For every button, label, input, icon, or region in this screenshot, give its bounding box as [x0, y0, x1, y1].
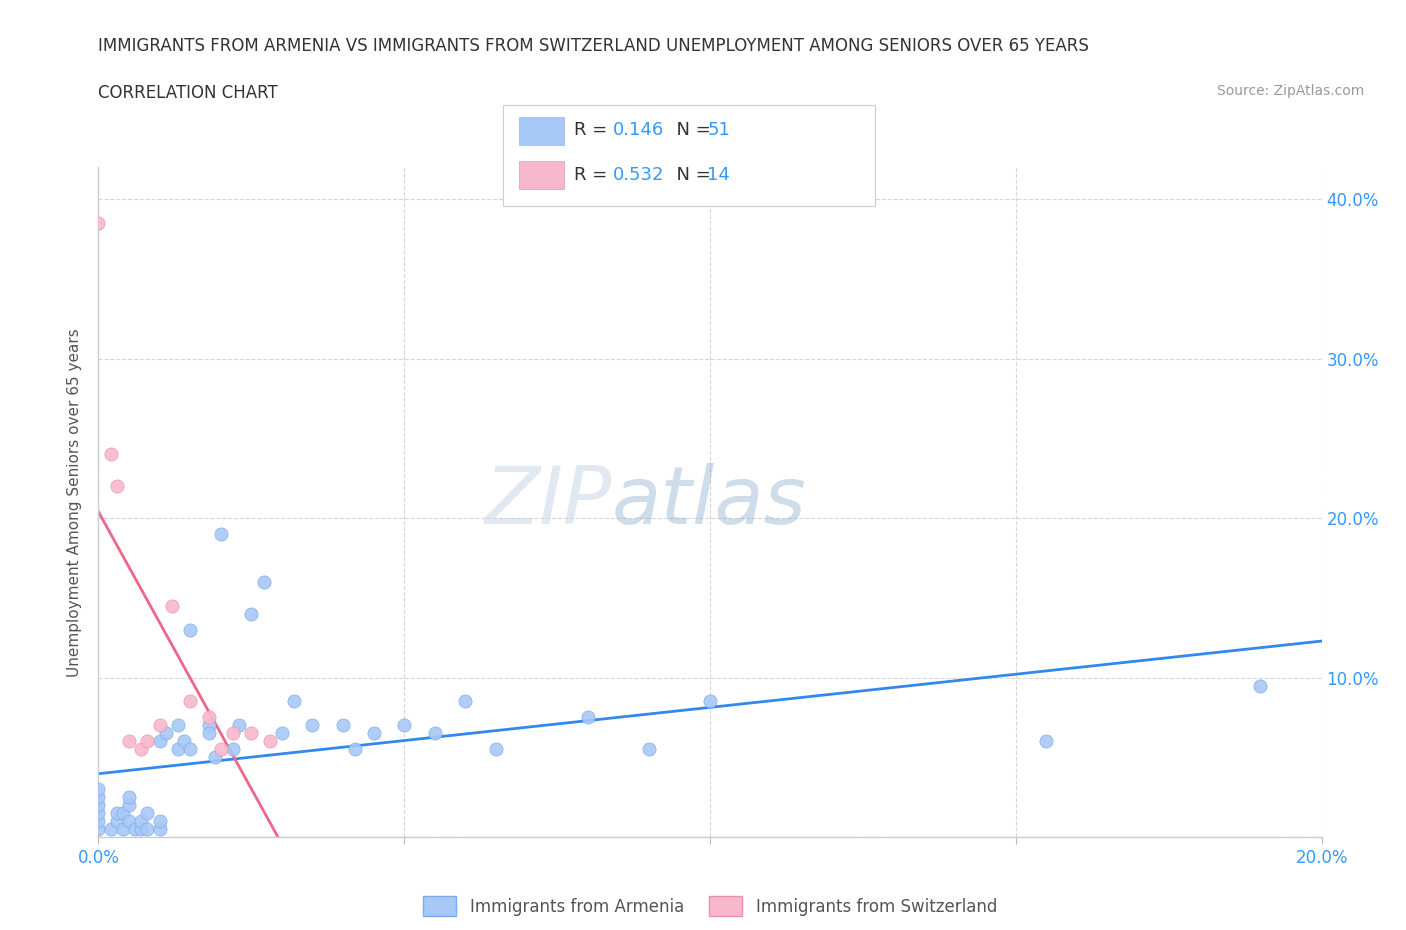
Point: [87, 216, 110, 231]
Point: [149, 814, 172, 829]
Point: [87, 790, 110, 804]
Point: [179, 622, 201, 637]
Point: [332, 718, 354, 733]
Text: R =: R =: [574, 166, 613, 184]
Point: [423, 726, 446, 741]
Point: [576, 710, 599, 724]
Point: [167, 742, 190, 757]
Point: [105, 479, 128, 494]
Text: 0.146: 0.146: [613, 121, 664, 140]
Text: 14: 14: [707, 166, 730, 184]
Point: [240, 606, 263, 621]
Legend: Immigrants from Armenia, Immigrants from Switzerland: Immigrants from Armenia, Immigrants from…: [416, 890, 1004, 923]
Point: [118, 734, 141, 749]
Point: [118, 798, 141, 813]
Point: [485, 742, 508, 757]
Text: R =: R =: [574, 121, 613, 140]
Point: [283, 694, 305, 709]
Point: [204, 750, 226, 764]
Point: [105, 814, 128, 829]
Point: [197, 710, 219, 724]
Y-axis label: Unemployment Among Seniors over 65 years: Unemployment Among Seniors over 65 years: [67, 328, 83, 677]
Point: [270, 726, 292, 741]
Point: [105, 805, 128, 820]
Point: [454, 694, 477, 709]
Point: [87, 782, 110, 797]
Point: [129, 821, 152, 836]
Point: [197, 718, 219, 733]
Point: [392, 718, 416, 733]
Point: [100, 821, 122, 836]
Point: [136, 734, 159, 749]
Point: [100, 447, 122, 462]
Point: [228, 718, 250, 733]
Text: Source: ZipAtlas.com: Source: ZipAtlas.com: [1216, 84, 1364, 98]
Point: [149, 821, 172, 836]
Text: IMMIGRANTS FROM ARMENIA VS IMMIGRANTS FROM SWITZERLAND UNEMPLOYMENT AMONG SENIOR: IMMIGRANTS FROM ARMENIA VS IMMIGRANTS FR…: [98, 37, 1090, 55]
Point: [197, 726, 219, 741]
Text: 0.532: 0.532: [613, 166, 665, 184]
Point: [111, 821, 134, 836]
Point: [155, 726, 177, 741]
Point: [118, 814, 141, 829]
Text: ZIP: ZIP: [485, 463, 612, 541]
Point: [149, 734, 172, 749]
Point: [1035, 734, 1057, 749]
Point: [149, 718, 172, 733]
Point: [240, 726, 263, 741]
Point: [363, 726, 385, 741]
Point: [136, 821, 159, 836]
Point: [252, 575, 274, 590]
Point: [87, 805, 110, 820]
Point: [209, 526, 232, 541]
Text: CORRELATION CHART: CORRELATION CHART: [98, 84, 278, 101]
Point: [124, 821, 146, 836]
Text: N =: N =: [665, 166, 717, 184]
Text: atlas: atlas: [612, 463, 807, 541]
Point: [129, 814, 152, 829]
Point: [87, 814, 110, 829]
Point: [173, 734, 195, 749]
Text: 51: 51: [707, 121, 730, 140]
Point: [637, 742, 661, 757]
Point: [179, 742, 201, 757]
Point: [160, 598, 183, 613]
Point: [699, 694, 721, 709]
Point: [118, 790, 141, 804]
Point: [259, 734, 281, 749]
Point: [301, 718, 323, 733]
Point: [129, 742, 152, 757]
Text: N =: N =: [665, 121, 717, 140]
Point: [179, 694, 201, 709]
Point: [87, 798, 110, 813]
Point: [1249, 678, 1271, 693]
Point: [222, 742, 245, 757]
Point: [136, 805, 159, 820]
Point: [111, 805, 134, 820]
Point: [344, 742, 367, 757]
Point: [87, 821, 110, 836]
Point: [209, 742, 232, 757]
Point: [167, 718, 190, 733]
Point: [222, 726, 245, 741]
